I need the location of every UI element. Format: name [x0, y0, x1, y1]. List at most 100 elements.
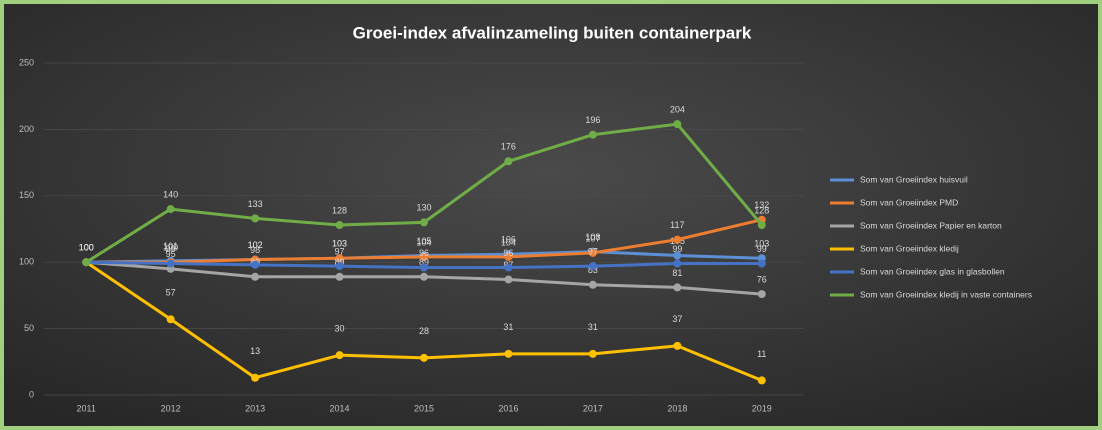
- data-label: 28: [419, 326, 429, 336]
- y-tick-label: 150: [19, 190, 34, 200]
- data-point: [757, 376, 766, 385]
- data-label: 11: [757, 349, 766, 359]
- legend-label: Som van Groeiindex huisvuil: [860, 174, 968, 184]
- legend-label: Som van Groeiindex Papier en karton: [860, 220, 1002, 230]
- data-label: 140: [163, 189, 178, 199]
- data-label: 96: [503, 248, 513, 258]
- data-label: 102: [248, 240, 263, 250]
- data-label: 96: [419, 248, 429, 258]
- data-point: [504, 275, 513, 284]
- data-label: 133: [248, 199, 263, 209]
- data-point: [757, 290, 766, 299]
- data-point: [673, 120, 682, 129]
- data-label: 104: [501, 237, 516, 247]
- data-label: 97: [335, 247, 345, 257]
- data-label: 100: [79, 243, 94, 253]
- y-tick-label: 200: [19, 124, 34, 134]
- data-label: 95: [166, 249, 176, 259]
- x-tick-label: 2012: [161, 403, 181, 413]
- data-label: 97: [588, 247, 598, 257]
- x-tick-label: 2013: [245, 403, 265, 413]
- x-tick-label: 2016: [498, 403, 518, 413]
- data-label: 128: [754, 205, 769, 215]
- data-point: [166, 259, 175, 268]
- data-label: 103: [332, 239, 347, 249]
- data-point: [420, 263, 428, 272]
- data-label: 99: [672, 244, 682, 254]
- data-point: [673, 235, 682, 244]
- data-point: [504, 157, 513, 166]
- data-point: [82, 258, 91, 267]
- y-tick-label: 0: [29, 389, 34, 399]
- data-point: [673, 341, 682, 350]
- data-point: [673, 251, 682, 260]
- y-tick-label: 50: [24, 323, 34, 333]
- data-point: [420, 353, 428, 362]
- data-label: 30: [335, 324, 345, 334]
- chart: Groei-index afvalinzameling buiten conta…: [4, 4, 1098, 426]
- data-point: [251, 373, 260, 382]
- data-label: 100: [79, 243, 94, 253]
- data-label: 196: [585, 115, 600, 125]
- x-tick-label: 2017: [583, 403, 603, 413]
- data-label: 57: [166, 288, 176, 298]
- data-label: 103: [754, 239, 769, 249]
- data-point: [588, 349, 597, 358]
- chart-title: Groei-index afvalinzameling buiten conta…: [353, 23, 752, 42]
- data-point: [251, 272, 260, 281]
- y-tick-label: 100: [19, 257, 34, 267]
- data-label: 105: [416, 236, 431, 246]
- data-point: [335, 262, 344, 271]
- data-point: [757, 259, 766, 268]
- data-label: 104: [416, 237, 431, 247]
- y-tick-label: 250: [19, 57, 34, 67]
- data-point: [251, 214, 260, 223]
- data-point: [673, 283, 682, 292]
- data-point: [420, 252, 428, 261]
- data-label: 31: [503, 322, 513, 332]
- legend-label: Som van Groeiindex kledij in vaste conta…: [860, 289, 1032, 299]
- data-label: 130: [416, 203, 431, 213]
- data-label: 128: [332, 205, 347, 215]
- data-point: [420, 218, 428, 227]
- data-point: [166, 205, 175, 214]
- data-label: 117: [670, 220, 684, 230]
- data-label: 101: [163, 241, 178, 251]
- data-point: [420, 272, 428, 281]
- data-label: 100: [79, 243, 94, 253]
- legend-label: Som van Groeiindex glas in glasbollen: [860, 266, 1005, 276]
- x-tick-label: 2015: [414, 403, 434, 413]
- data-point: [588, 130, 597, 139]
- legend-label: Som van Groeiindex kledij: [860, 243, 959, 253]
- data-point: [504, 263, 513, 272]
- data-label: 100: [163, 243, 178, 253]
- data-label: 98: [250, 245, 260, 255]
- data-label: 89: [335, 257, 345, 267]
- data-point: [757, 221, 766, 230]
- chart-frame: Groei-index afvalinzameling buiten conta…: [4, 4, 1098, 426]
- data-point: [335, 351, 344, 360]
- data-point: [335, 254, 344, 263]
- data-label: 99: [757, 244, 767, 254]
- data-point: [335, 221, 344, 230]
- data-label: 100: [79, 243, 94, 253]
- data-label: 204: [670, 104, 685, 114]
- data-label: 37: [672, 314, 682, 324]
- data-label: 100: [79, 243, 94, 253]
- data-label: 13: [250, 346, 260, 356]
- data-point: [335, 272, 344, 281]
- data-label: 76: [757, 274, 767, 284]
- data-point: [588, 262, 597, 271]
- data-point: [673, 259, 682, 268]
- data-point: [166, 315, 175, 324]
- data-label: 107: [585, 233, 600, 243]
- data-label: 81: [672, 268, 682, 278]
- data-label: 108: [585, 232, 600, 242]
- x-tick-label: 2014: [330, 403, 350, 413]
- legend-label: Som van Groeiindex PMD: [860, 197, 958, 207]
- data-label: 31: [588, 322, 598, 332]
- x-tick-label: 2019: [752, 403, 772, 413]
- data-label: 99: [166, 244, 176, 254]
- data-label: 100: [79, 243, 94, 253]
- data-point: [588, 248, 597, 257]
